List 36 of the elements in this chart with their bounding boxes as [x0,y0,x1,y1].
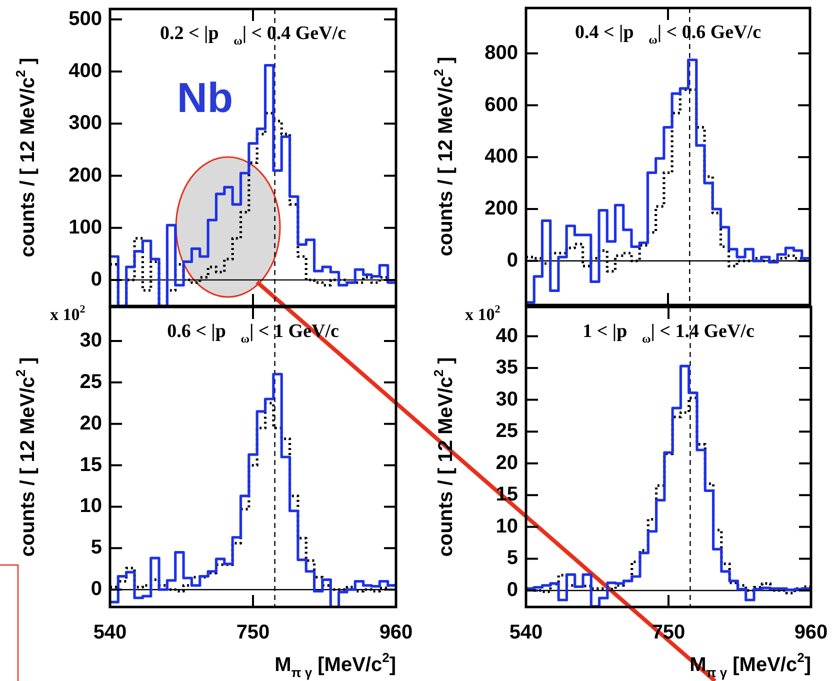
y-tick-label: 0 [506,249,518,272]
y-tick-label: 0 [90,578,102,600]
y-tick-label: 5 [90,536,102,559]
y-tick-label: 25 [496,420,518,442]
y-tick-label: 800 [484,42,518,64]
y-tick-label: 0 [506,578,518,601]
y-tick-label: 30 [80,329,102,352]
y-tick-label: 35 [496,356,518,379]
x-tick-label: 750 [236,622,270,644]
y-tick-label: 25 [80,370,102,393]
y-axis-title: counts / [ 12 MeV/c2 ] [431,56,457,256]
x-tick-label: 540 [93,622,127,644]
y-tick-label: 15 [80,454,102,476]
y-axis-title: counts / [ 12 MeV/c2 ] [13,357,39,557]
x-tick-label: 960 [794,622,828,644]
y-tick-label: 30 [496,388,518,410]
y-tick-label: 5 [506,547,518,570]
y-tick-label: 10 [80,495,102,518]
y-tick-label: 100 [68,216,102,238]
x-tick-label: 540 [509,622,543,644]
y-tick-label: 400 [68,60,102,82]
y-tick-label: 300 [68,112,102,134]
y-tick-label: 40 [496,324,518,347]
y-tick-label: 400 [484,146,518,168]
y-axis-title: counts / [ 12 MeV/c2 ] [13,58,39,258]
y-tick-label: 0 [90,268,102,290]
y-tick-label: 200 [484,198,518,220]
y-tick-label: 600 [484,94,518,116]
x-tick-label: 960 [379,622,413,644]
y-tick-label: 500 [68,8,102,30]
y-tick-label: 20 [80,412,102,434]
y-tick-label: 20 [496,452,518,474]
y-tick-label: 200 [68,164,102,186]
y-tick-label: 10 [496,515,518,538]
annotation: Nb [177,74,234,121]
y-axis-title: counts / [ 12 MeV/c2 ] [431,357,457,557]
